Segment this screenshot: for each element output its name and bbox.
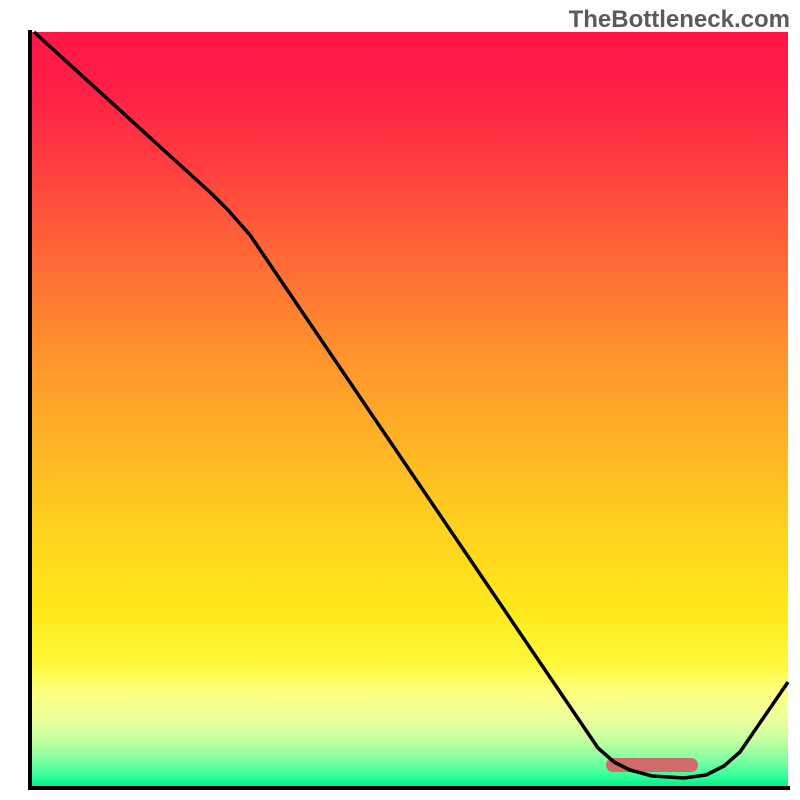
x-axis <box>30 786 790 790</box>
bottleneck-chart: TheBottleneck.com <box>0 0 800 800</box>
plot-area <box>32 32 788 788</box>
y-axis <box>28 30 32 790</box>
heat-gradient-background <box>32 32 788 788</box>
watermark-text: TheBottleneck.com <box>569 6 790 34</box>
